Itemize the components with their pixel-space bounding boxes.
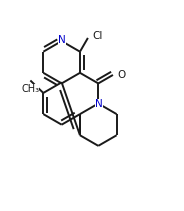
Text: N: N bbox=[58, 35, 66, 45]
Text: O: O bbox=[117, 70, 125, 80]
Text: N: N bbox=[95, 99, 103, 108]
Text: CH₃: CH₃ bbox=[21, 84, 39, 94]
Text: Cl: Cl bbox=[93, 31, 103, 42]
